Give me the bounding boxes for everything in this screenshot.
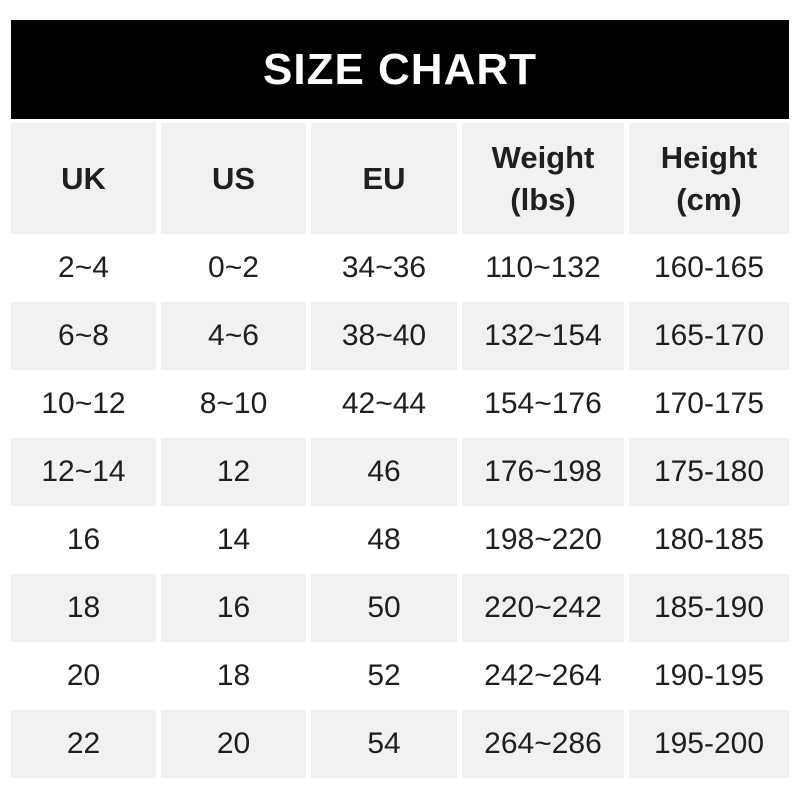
column-header-label: Height bbox=[660, 139, 758, 175]
table-header-row: UK US EU Weight (lbs) Height (cm) bbox=[11, 123, 789, 234]
table-cell: 242~264 bbox=[462, 642, 624, 710]
table-cell: 46 bbox=[311, 438, 457, 506]
table-cell: 185-190 bbox=[629, 574, 789, 642]
table-cell: 175-180 bbox=[629, 438, 789, 506]
table-cell: 22 bbox=[11, 710, 156, 778]
table-cell: 18 bbox=[11, 574, 156, 642]
column-header-unit: (lbs) bbox=[510, 181, 576, 217]
table-cell: 220~242 bbox=[462, 574, 624, 642]
column-header-unit: (cm) bbox=[676, 181, 742, 217]
table-cell: 165-170 bbox=[629, 302, 789, 370]
table-cell: 110~132 bbox=[462, 234, 624, 302]
table-cell: 12 bbox=[161, 438, 306, 506]
column-header-label: EU bbox=[362, 160, 406, 196]
table-row: 12~14 12 46 176~198 175-180 bbox=[11, 438, 789, 506]
column-header-eu: EU bbox=[311, 123, 457, 234]
table-row: 10~12 8~10 42~44 154~176 170-175 bbox=[11, 370, 789, 438]
table-cell: 20 bbox=[11, 642, 156, 710]
column-header-height: Height (cm) bbox=[629, 123, 789, 234]
table-cell: 48 bbox=[311, 506, 457, 574]
table-cell: 38~40 bbox=[311, 302, 457, 370]
table-cell: 54 bbox=[311, 710, 457, 778]
table-row: 18 16 50 220~242 185-190 bbox=[11, 574, 789, 642]
table-cell: 264~286 bbox=[462, 710, 624, 778]
table-cell: 16 bbox=[161, 574, 306, 642]
table-cell: 176~198 bbox=[462, 438, 624, 506]
table-cell: 10~12 bbox=[11, 370, 156, 438]
table-row: 16 14 48 198~220 180-185 bbox=[11, 506, 789, 574]
table-cell: 6~8 bbox=[11, 302, 156, 370]
column-header-weight: Weight (lbs) bbox=[462, 123, 624, 234]
table-cell: 132~154 bbox=[462, 302, 624, 370]
table-cell: 198~220 bbox=[462, 506, 624, 574]
table-cell: 8~10 bbox=[161, 370, 306, 438]
table-row: 22 20 54 264~286 195-200 bbox=[11, 710, 789, 778]
table-cell: 20 bbox=[161, 710, 306, 778]
table-cell: 170-175 bbox=[629, 370, 789, 438]
table-cell: 4~6 bbox=[161, 302, 306, 370]
table-cell: 34~36 bbox=[311, 234, 457, 302]
column-header-label: UK bbox=[61, 160, 106, 196]
table-cell: 14 bbox=[161, 506, 306, 574]
table-cell: 42~44 bbox=[311, 370, 457, 438]
column-header-uk: UK bbox=[11, 123, 156, 234]
column-header-us: US bbox=[161, 123, 306, 234]
table-cell: 18 bbox=[161, 642, 306, 710]
table-cell: 0~2 bbox=[161, 234, 306, 302]
table-cell: 52 bbox=[311, 642, 457, 710]
table-cell: 12~14 bbox=[11, 438, 156, 506]
table-cell: 160-165 bbox=[629, 234, 789, 302]
table-row: 6~8 4~6 38~40 132~154 165-170 bbox=[11, 302, 789, 370]
table-cell: 16 bbox=[11, 506, 156, 574]
table-cell: 2~4 bbox=[11, 234, 156, 302]
size-table: UK US EU Weight (lbs) Height (cm) 2~4 0~… bbox=[11, 123, 789, 778]
table-cell: 50 bbox=[311, 574, 457, 642]
table-row: 20 18 52 242~264 190-195 bbox=[11, 642, 789, 710]
table-cell: 195-200 bbox=[629, 710, 789, 778]
table-cell: 154~176 bbox=[462, 370, 624, 438]
column-header-label: US bbox=[211, 160, 256, 196]
title-banner: SIZE CHART bbox=[11, 20, 789, 119]
page-title: SIZE CHART bbox=[263, 44, 537, 94]
table-row: 2~4 0~2 34~36 110~132 160-165 bbox=[11, 234, 789, 302]
table-cell: 190-195 bbox=[629, 642, 789, 710]
table-cell: 180-185 bbox=[629, 506, 789, 574]
column-header-label: Weight bbox=[491, 139, 595, 175]
